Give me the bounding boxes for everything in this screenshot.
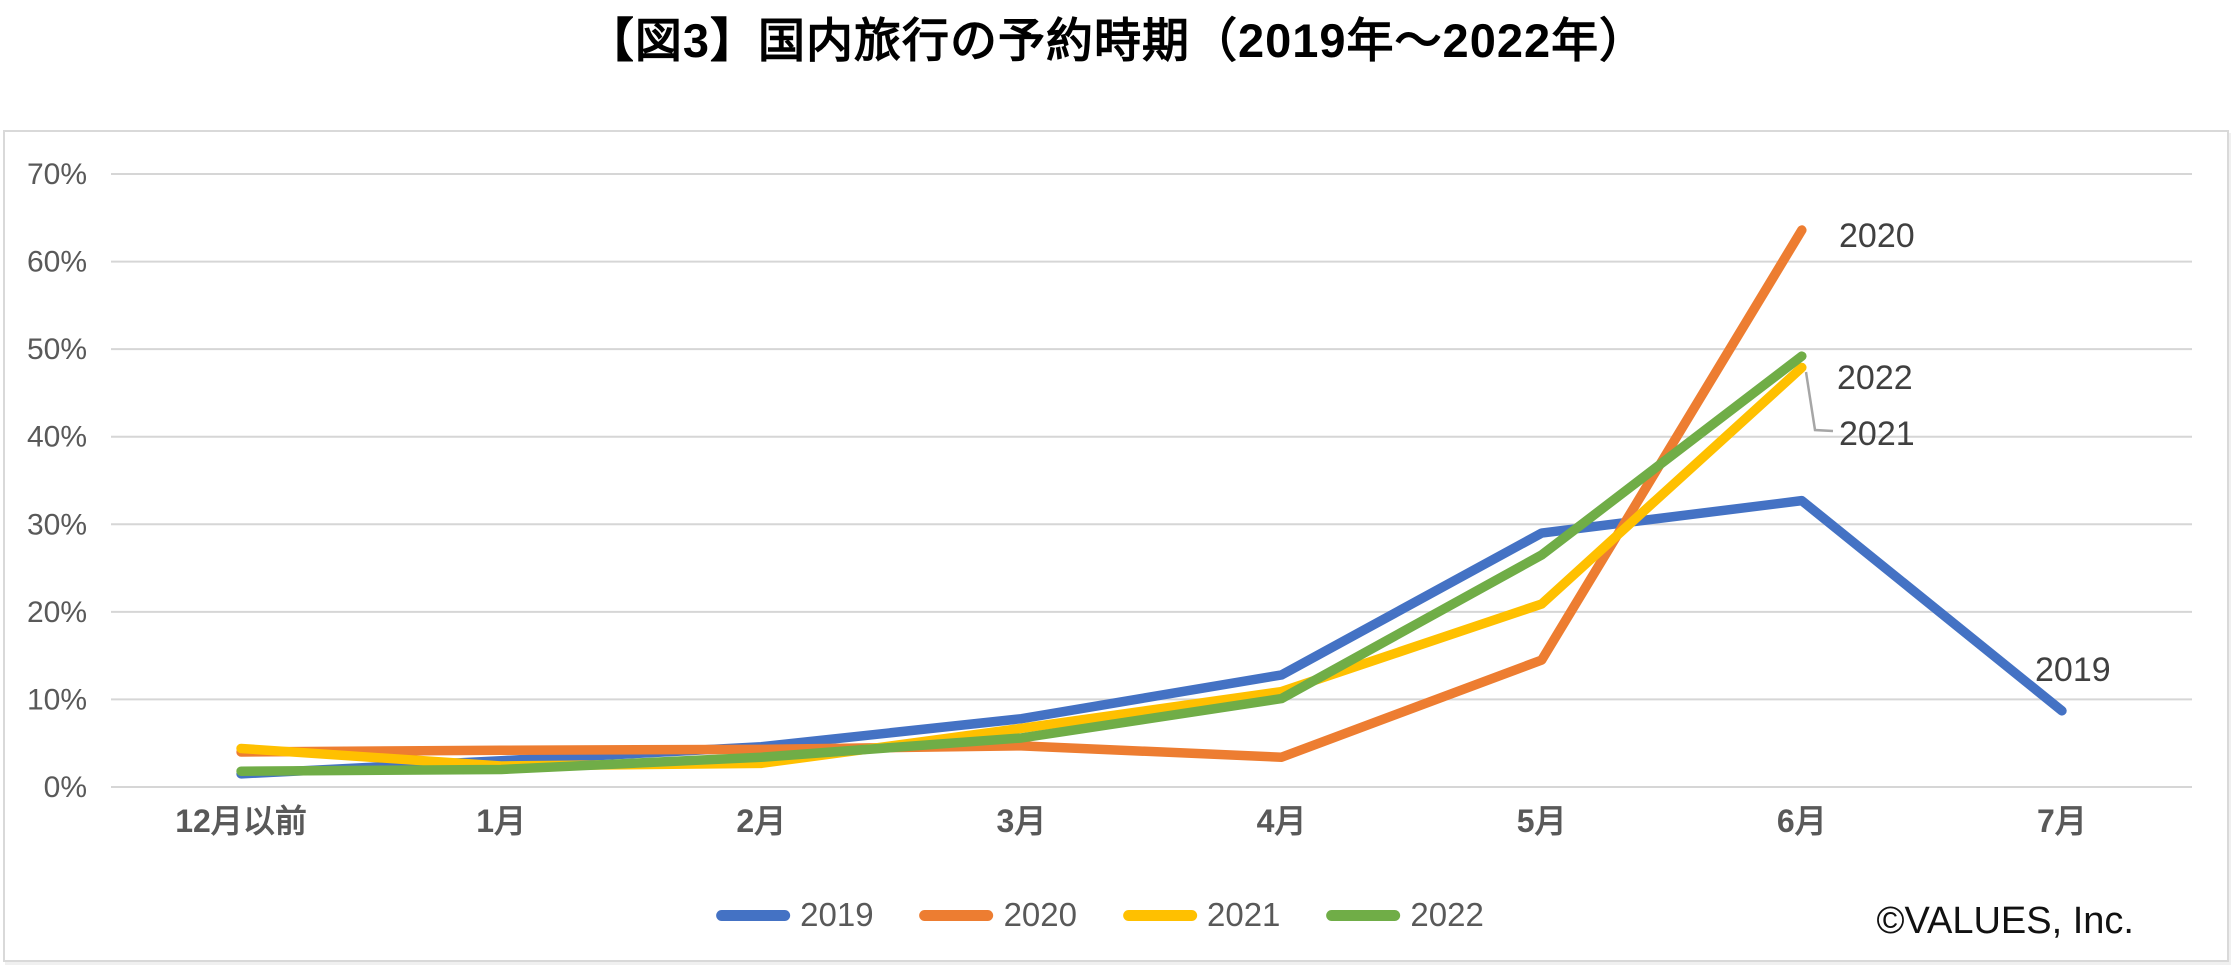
x-tick-label: 2月: [736, 803, 786, 839]
series-line-2022: [236, 351, 1807, 776]
series-line-2021: [236, 362, 1807, 771]
legend-swatch-icon: [1123, 909, 1197, 921]
legend-item-2022: 2022: [1326, 896, 1484, 934]
x-tick-label: 3月: [997, 803, 1047, 839]
series-label-2020: 2020: [1839, 217, 1915, 255]
legend-label: 2019: [800, 896, 874, 933]
x-tick-label: 1月: [476, 803, 526, 839]
legend-item-2020: 2020: [919, 896, 1077, 934]
copyright-text: ©VALUES, Inc.: [1876, 900, 2134, 942]
legend-item-2019: 2019: [716, 896, 874, 934]
legend-label: 2020: [1003, 896, 1077, 933]
legend-item-2021: 2021: [1123, 896, 1280, 934]
y-tick-label: 60%: [27, 246, 87, 279]
callout-line-2021: [1804, 371, 1834, 433]
x-tick-label: 6月: [1777, 803, 1827, 839]
legend-label: 2022: [1410, 896, 1484, 933]
series-label-2021: 2021: [1839, 415, 1915, 453]
legend-swatch-icon: [716, 909, 791, 921]
y-tick-label: 50%: [27, 333, 87, 366]
chart-svg: 0% 10% 20% 30% 40% 50% 60% 70% 12月以前 1月 2月 3月 4月 5月 6月…: [27, 158, 2192, 839]
y-tick-label: 70%: [27, 158, 87, 191]
y-tick-label: 10%: [27, 683, 87, 716]
x-tick-label: 5月: [1517, 803, 1567, 839]
series-label-2019: 2019: [2035, 651, 2111, 689]
legend-label: 2021: [1207, 896, 1281, 933]
y-tick-label: 0%: [44, 771, 87, 804]
chart-legend: 2019 2020 2021 2022: [716, 896, 1516, 934]
x-tick-label: 7月: [2037, 803, 2087, 839]
x-tick-label: 4月: [1257, 803, 1307, 839]
y-tick-label: 40%: [27, 421, 87, 454]
legend-swatch-icon: [1326, 909, 1401, 921]
y-tick-label: 30%: [27, 508, 87, 541]
x-tick-label: 12月以前: [175, 803, 307, 839]
series-line-2019: [236, 495, 2067, 779]
y-tick-label: 20%: [27, 596, 87, 629]
legend-swatch-icon: [919, 909, 994, 921]
chart-title: 【図3】国内旅行の予約時期（2019年～2022年）: [586, 14, 1648, 67]
chart-frame: 0% 10% 20% 30% 40% 50% 60% 70% 12月以前 1月 2月 3月 4月 5月 6月…: [3, 130, 2229, 962]
series-label-2022: 2022: [1837, 359, 1913, 397]
series-line-2020: [236, 225, 1807, 762]
